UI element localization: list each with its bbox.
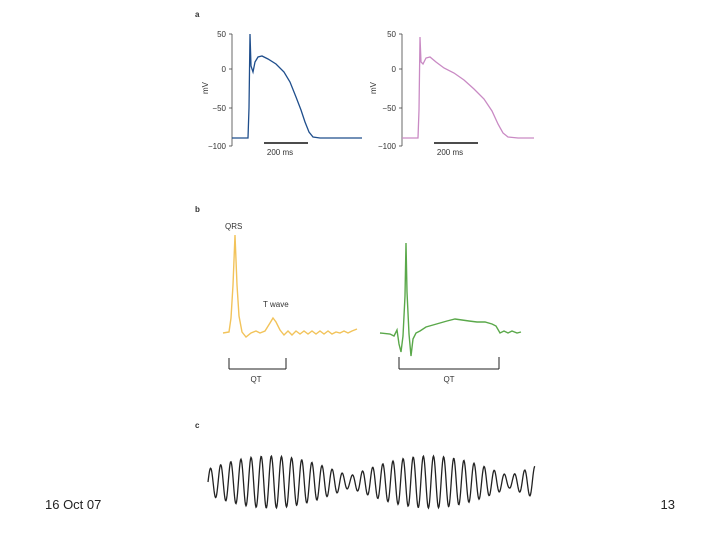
action-potential-trace-left <box>232 33 362 139</box>
footer-date: 16 Oct 07 <box>45 497 102 512</box>
panel-b-right-qt-bracket: QT <box>398 357 500 384</box>
y-tick-label: −50 <box>382 104 396 113</box>
torsades-trace <box>207 454 536 510</box>
y-tick-label: 50 <box>217 30 226 39</box>
panel-c-label: c <box>195 421 200 430</box>
y-tick-label: −100 <box>378 142 397 151</box>
panel-b-left-qt-bracket: QT <box>228 358 287 384</box>
qrs-annotation: QRS <box>225 222 242 231</box>
y-tick-label: 0 <box>392 65 397 74</box>
panel-a: a 50 0 −50 −100 mV 200 ms <box>195 10 534 157</box>
panel-c: c <box>195 421 536 510</box>
panel-b: b QRS T wave QT QT <box>195 205 522 384</box>
panel-a-left-y-axis-label: mV <box>201 81 210 94</box>
panel-a-label: a <box>195 10 200 19</box>
qt-label-left: QT <box>250 375 261 384</box>
y-tick-label: −100 <box>208 142 227 151</box>
qt-label-right: QT <box>443 375 454 384</box>
panel-b-label: b <box>195 205 200 214</box>
ecg-trace-right <box>379 242 522 357</box>
panel-a-left-scale-bar-label: 200 ms <box>267 148 293 157</box>
t-wave-annotation: T wave <box>263 300 289 309</box>
panel-a-right-y-axis-label: mV <box>369 81 378 94</box>
y-tick-label: 50 <box>387 30 396 39</box>
y-tick-label: 0 <box>222 65 227 74</box>
page-number: 13 <box>660 497 675 512</box>
panel-a-right-scale-bar-label: 200 ms <box>437 148 463 157</box>
ecg-trace-left <box>222 234 358 338</box>
panel-a-left-axes: 50 0 −50 −100 mV 200 ms <box>201 30 308 157</box>
panel-a-right-axes: 50 0 −50 −100 mV 200 ms <box>369 30 478 157</box>
y-tick-label: −50 <box>212 104 226 113</box>
action-potential-trace-right <box>402 36 534 139</box>
